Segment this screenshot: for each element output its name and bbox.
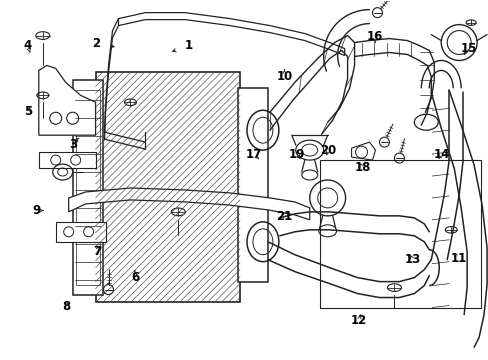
- Text: 10: 10: [276, 69, 292, 82]
- Text: 17: 17: [245, 148, 262, 161]
- Polygon shape: [39, 152, 95, 168]
- Polygon shape: [68, 188, 309, 220]
- Text: 15: 15: [459, 41, 476, 54]
- Text: 6: 6: [130, 271, 139, 284]
- Text: 9: 9: [32, 204, 40, 217]
- Text: 18: 18: [353, 161, 370, 174]
- Text: 16: 16: [366, 30, 383, 43]
- Text: 3: 3: [69, 138, 77, 150]
- Text: 20: 20: [320, 144, 336, 157]
- Polygon shape: [118, 13, 344, 55]
- Bar: [95, 72, 240, 302]
- Polygon shape: [39, 66, 95, 135]
- Text: 12: 12: [350, 314, 366, 327]
- Text: 5: 5: [23, 105, 32, 118]
- Text: 13: 13: [404, 253, 420, 266]
- Bar: [76, 90, 100, 285]
- Text: 8: 8: [62, 300, 71, 313]
- Polygon shape: [351, 142, 375, 160]
- Text: 4: 4: [23, 39, 32, 52]
- Bar: [238, 88, 267, 282]
- Text: 11: 11: [450, 252, 466, 265]
- Bar: [319, 160, 480, 307]
- Text: 1: 1: [184, 39, 192, 52]
- Polygon shape: [56, 222, 105, 242]
- Text: 7: 7: [93, 244, 101, 257]
- Text: 14: 14: [433, 148, 449, 161]
- Bar: [73, 80, 102, 294]
- Text: 21: 21: [276, 210, 292, 223]
- Text: 19: 19: [288, 148, 305, 161]
- Text: 2: 2: [92, 37, 100, 50]
